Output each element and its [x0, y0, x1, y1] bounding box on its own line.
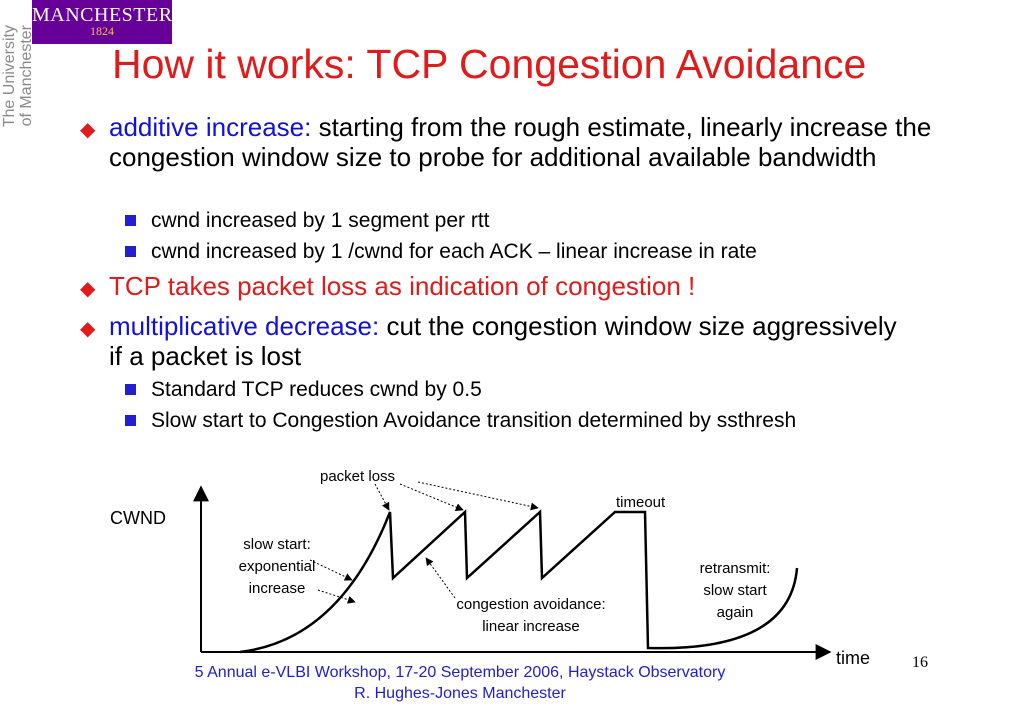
slow-start-pointer-1 [309, 559, 353, 581]
sub-bullet-text: cwnd increased by 1 /cwnd for each ACK –… [151, 240, 757, 263]
diamond-bullet-icon: ◆ [80, 318, 96, 340]
congestion-avoidance-label-line1: congestion avoidance: [456, 596, 605, 613]
bullet-additive-increase: ◆ additive increase: starting from the r… [80, 112, 940, 172]
slow-start-pointer-2 [317, 589, 356, 604]
packet-loss-pointer-2 [399, 483, 464, 511]
sub-bullet-ssthresh: Slow start to Congestion Avoidance trans… [125, 408, 796, 434]
packet-loss-pointer-3 [417, 481, 539, 511]
sub-bullet-per-ack: cwnd increased by 1 /cwnd for each ACK –… [125, 239, 757, 265]
packet-loss-pointer-1 [374, 483, 390, 511]
sub-bullet-segment-per-rtt: cwnd increased by 1 segment per rtt [125, 208, 490, 234]
logo-wordmark: MANCHESTER [32, 4, 173, 26]
congestion-avoidance-pointer [425, 557, 456, 599]
square-bullet-icon [125, 415, 136, 426]
sub-bullet-text: Slow start to Congestion Avoidance trans… [151, 409, 797, 432]
bullet-body: starting from the rough estimate, linear… [109, 112, 932, 172]
timeout-label: timeout [616, 494, 666, 511]
slow-start-label-line1: slow start: [243, 536, 311, 553]
square-bullet-icon [125, 384, 136, 395]
bullet-lead: multiplicative decrease: [109, 311, 380, 341]
manchester-logo: MANCHESTER 1824 [32, 0, 172, 44]
bullet-text: additive increase: starting from the rou… [109, 112, 940, 172]
diamond-bullet-icon: ◆ [80, 119, 96, 141]
bullet-text: TCP takes packet loss as indication of c… [109, 271, 696, 301]
slide-title: How it works: TCP Congestion Avoidance [112, 41, 867, 87]
footer-line1: 5 Annual e-VLBI Workshop, 17-20 Septembe… [194, 664, 726, 681]
footer: 5 Annual e-VLBI Workshop, 17-20 Septembe… [110, 662, 810, 704]
bullet-multiplicative-decrease: ◆ multiplicative decrease: cut the conge… [80, 311, 910, 371]
cwnd-curve [239, 509, 799, 654]
page-number: 16 [912, 654, 928, 671]
retransmit-label-line2: slow start [703, 582, 767, 599]
x-axis-label: time [836, 648, 870, 668]
bullet-text: multiplicative decrease: cut the congest… [109, 311, 910, 371]
bullet-lead: additive increase: [109, 112, 312, 142]
diamond-bullet-icon: ◆ [80, 278, 96, 300]
slow-start-label-line3: increase [249, 580, 306, 597]
retransmit-label-line1: retransmit: [700, 560, 771, 577]
square-bullet-icon [125, 246, 136, 257]
sub-bullet-reduces-half: Standard TCP reduces cwnd by 0.5 [125, 377, 482, 403]
bullet-body: cut the congestion window size aggressiv… [109, 311, 897, 371]
footer-line2: R. Hughes-Jones Manchester [354, 685, 566, 702]
congestion-avoidance-label-line2: linear increase [482, 618, 580, 635]
retransmit-label-line3: again [717, 604, 754, 621]
slow-start-label-line2: exponential [239, 558, 316, 575]
logo-year: 1824 [90, 24, 114, 38]
sub-bullet-text: cwnd increased by 1 segment per rtt [151, 209, 490, 232]
square-bullet-icon [125, 215, 136, 226]
sub-bullet-text: Standard TCP reduces cwnd by 0.5 [151, 378, 482, 401]
packet-loss-label: packet loss [320, 468, 395, 485]
bullet-packet-loss: ◆ TCP takes packet loss as indication of… [80, 271, 940, 301]
y-axis-label: CWND [110, 508, 166, 528]
